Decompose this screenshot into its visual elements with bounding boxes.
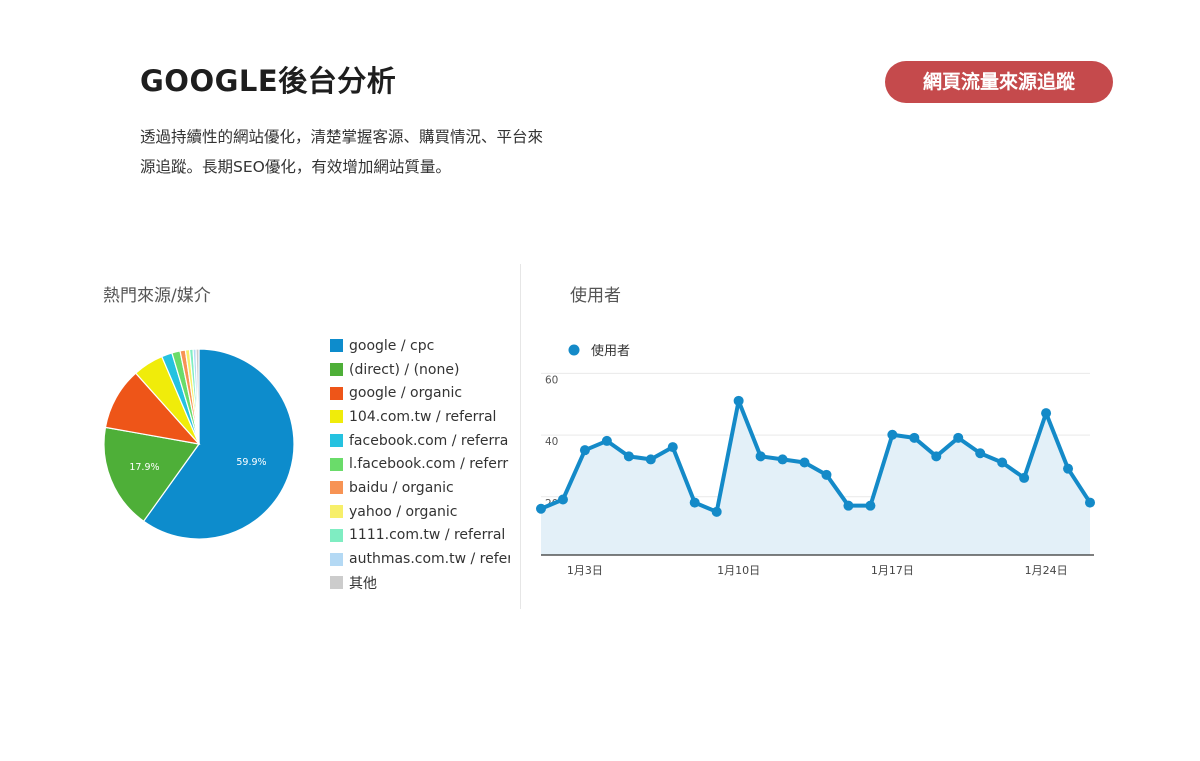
data-point bbox=[645, 454, 656, 465]
data-point bbox=[1085, 497, 1095, 508]
data-point bbox=[623, 451, 634, 462]
legend-item: (direct) / (none) bbox=[330, 358, 510, 382]
legend-label: 其他 bbox=[349, 575, 377, 592]
traffic-tracking-badge: 網頁流量來源追蹤 bbox=[885, 61, 1113, 103]
legend-label: authmas.com.tw / refer bbox=[349, 551, 510, 568]
data-point bbox=[997, 457, 1008, 468]
data-point bbox=[711, 506, 722, 517]
description-line-1: 透過持續性的網站優化，清楚掌握客源、購買情況、平台來 bbox=[140, 128, 544, 146]
legend-swatch bbox=[330, 505, 343, 519]
y-tick-label: 40 bbox=[545, 436, 558, 448]
legend-swatch bbox=[330, 481, 343, 495]
data-point bbox=[931, 451, 942, 462]
series-area bbox=[541, 400, 1090, 555]
pie-slice bbox=[142, 348, 295, 540]
legend-item: google / cpc bbox=[330, 334, 510, 358]
data-point bbox=[601, 435, 612, 446]
data-point bbox=[865, 500, 876, 511]
legend-label: baidu / organic bbox=[349, 479, 454, 496]
legend-item: 1111.com.tw / referral bbox=[330, 524, 510, 548]
data-point bbox=[799, 457, 810, 468]
data-point bbox=[843, 500, 854, 511]
pie-slice bbox=[195, 348, 200, 445]
pie-data-label: 59.9% bbox=[236, 457, 266, 468]
series-legend-marker bbox=[568, 344, 580, 356]
legend-swatch bbox=[330, 386, 343, 400]
data-point bbox=[777, 454, 788, 465]
legend-label: google / organic bbox=[349, 385, 463, 402]
legend-item: facebook.com / referra bbox=[330, 429, 510, 453]
pie-legend: google / cpc (direct) / (none) google / or… bbox=[330, 334, 510, 595]
data-point bbox=[821, 469, 832, 480]
legend-label: facebook.com / referra bbox=[349, 432, 509, 449]
legend-swatch bbox=[330, 339, 343, 353]
data-point bbox=[887, 429, 898, 440]
legend-item: yahoo / organic bbox=[330, 500, 510, 524]
description-line-2: 源追蹤。長期SEO優化，有效增加網站質量。 bbox=[140, 158, 451, 176]
data-point bbox=[689, 497, 700, 508]
legend-swatch bbox=[330, 363, 343, 377]
data-point bbox=[667, 442, 678, 453]
legend-swatch bbox=[330, 528, 343, 542]
data-point bbox=[557, 494, 568, 505]
legend-item: authmas.com.tw / refer bbox=[330, 547, 510, 571]
x-tick-label: 1月3日 bbox=[567, 564, 603, 577]
legend-swatch bbox=[330, 552, 343, 566]
legend-item: baidu / organic bbox=[330, 476, 510, 500]
legend-swatch bbox=[330, 434, 343, 448]
x-tick-label: 1月17日 bbox=[871, 564, 914, 577]
legend-label: (direct) / (none) bbox=[349, 361, 460, 378]
data-point bbox=[733, 395, 744, 406]
description: 透過持續性的網站優化，清楚掌握客源、購買情況、平台來 源追蹤。長期SEO優化，有… bbox=[140, 122, 630, 182]
data-point bbox=[953, 432, 964, 443]
data-point bbox=[1063, 463, 1074, 474]
x-tick-label: 1月24日 bbox=[1025, 564, 1068, 577]
y-tick-label: 60 bbox=[545, 374, 558, 386]
legend-item: 其他 bbox=[330, 571, 510, 595]
data-point bbox=[755, 451, 766, 462]
data-point bbox=[1019, 472, 1030, 483]
data-point bbox=[579, 445, 590, 456]
pie-panel-title: 熱門來源/媒介 bbox=[103, 286, 211, 306]
legend-swatch bbox=[330, 457, 343, 471]
legend-label: google / cpc bbox=[349, 337, 435, 354]
legend-label: yahoo / organic bbox=[349, 503, 458, 520]
pie-slice bbox=[103, 426, 201, 523]
legend-label: 1111.com.tw / referral bbox=[349, 527, 506, 544]
legend-item: 104.com.tw / referral bbox=[330, 405, 510, 429]
legend-item: l.facebook.com / referr bbox=[330, 452, 510, 476]
series-legend-label: 使用者 bbox=[591, 343, 630, 359]
legend-item: google / organic bbox=[330, 381, 510, 405]
page-title: GOOGLE後台分析 bbox=[140, 64, 397, 98]
panel-divider bbox=[520, 264, 521, 609]
legend-swatch bbox=[330, 576, 343, 590]
line-panel-title: 使用者 bbox=[570, 286, 621, 306]
data-point bbox=[975, 448, 986, 459]
source-medium-pie-chart: 59.9% 17.9% bbox=[103, 348, 295, 540]
legend-swatch bbox=[330, 410, 343, 424]
x-tick-label: 1月10日 bbox=[717, 564, 760, 577]
legend-label: l.facebook.com / referr bbox=[349, 456, 509, 473]
pie-data-label: 17.9% bbox=[129, 462, 159, 473]
legend-label: 104.com.tw / referral bbox=[349, 408, 497, 425]
data-point bbox=[909, 432, 920, 443]
data-point bbox=[536, 503, 546, 514]
data-point bbox=[1041, 408, 1052, 419]
